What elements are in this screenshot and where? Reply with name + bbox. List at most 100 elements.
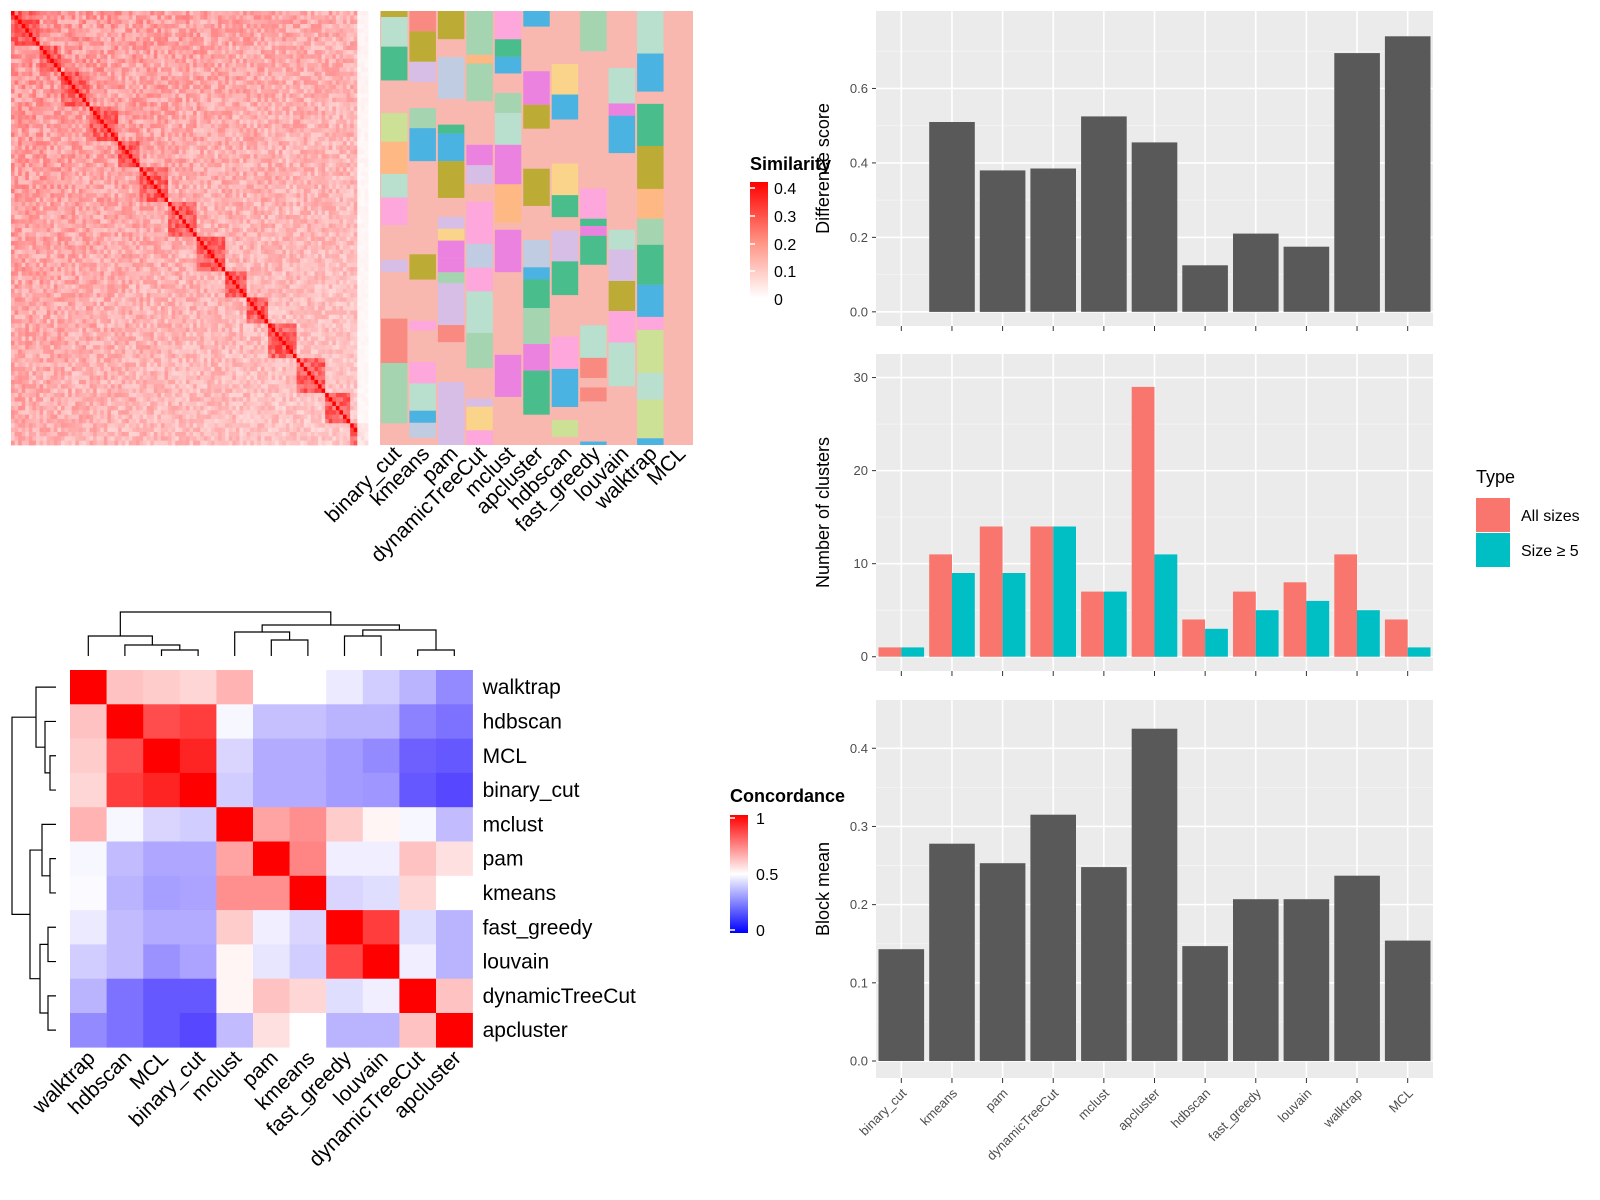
similarity-cell bbox=[153, 71, 158, 77]
similarity-cell bbox=[232, 28, 237, 34]
similarity-cell bbox=[139, 93, 144, 99]
similarity-cell bbox=[343, 123, 347, 129]
similarity-cell bbox=[253, 128, 258, 133]
similarity-cell bbox=[43, 149, 48, 155]
similarity-cell bbox=[303, 32, 308, 38]
similarity-cell bbox=[157, 180, 162, 185]
similarity-cell bbox=[78, 145, 83, 151]
similarity-cell bbox=[278, 193, 283, 199]
similarity-cell bbox=[328, 67, 333, 73]
similarity-cell bbox=[189, 41, 194, 47]
similarity-cell bbox=[343, 24, 347, 29]
similarity-cell bbox=[275, 206, 280, 212]
similarity-cell bbox=[250, 45, 255, 51]
similarity-cell bbox=[278, 162, 283, 168]
similarity-cell bbox=[182, 115, 187, 120]
similarity-cell bbox=[310, 89, 315, 94]
similarity-cell bbox=[128, 106, 133, 112]
similarity-cell bbox=[128, 201, 133, 207]
similarity-cell bbox=[39, 193, 44, 199]
similarity-cell bbox=[200, 184, 205, 190]
similarity-cell bbox=[103, 219, 108, 225]
similarity-cell bbox=[168, 206, 173, 212]
similarity-cell bbox=[168, 76, 173, 81]
similarity-cell bbox=[314, 15, 319, 21]
similarity-cell bbox=[210, 115, 215, 120]
similarity-cell bbox=[21, 167, 26, 172]
similarity-cell bbox=[153, 162, 158, 168]
similarity-cell bbox=[289, 214, 294, 220]
similarity-cell bbox=[271, 167, 276, 172]
similarity-cell bbox=[200, 115, 205, 120]
similarity-cell bbox=[125, 119, 130, 125]
similarity-cell bbox=[275, 119, 280, 125]
similarity-cell bbox=[110, 24, 115, 29]
similarity-cell bbox=[32, 11, 37, 16]
similarity-cell bbox=[285, 54, 290, 60]
similarity-cell bbox=[243, 197, 248, 203]
similarity-cell bbox=[168, 158, 173, 164]
similarity-cell bbox=[39, 71, 44, 77]
similarity-cell bbox=[353, 154, 358, 159]
similarity-cell bbox=[128, 123, 133, 129]
similarity-cell bbox=[93, 158, 98, 164]
similarity-cell bbox=[293, 11, 297, 16]
similarity-cell bbox=[257, 102, 262, 107]
similarity-cell bbox=[139, 180, 144, 185]
similarity-cell bbox=[353, 32, 358, 38]
similarity-cell bbox=[239, 141, 244, 146]
similarity-cell bbox=[278, 11, 283, 16]
similarity-cell bbox=[28, 41, 33, 47]
similarity-cell bbox=[235, 162, 240, 168]
similarity-cell bbox=[46, 71, 51, 77]
similarity-cell bbox=[289, 149, 294, 155]
similarity-cell bbox=[296, 80, 301, 86]
similarity-cell bbox=[178, 175, 183, 181]
similarity-cell bbox=[214, 24, 219, 29]
similarity-cell bbox=[96, 128, 101, 133]
similarity-cell bbox=[278, 123, 283, 129]
similarity-cell bbox=[214, 11, 219, 16]
similarity-cell bbox=[350, 154, 355, 159]
similarity-cell bbox=[300, 210, 305, 216]
similarity-cell bbox=[275, 19, 280, 25]
similarity-cell bbox=[39, 24, 44, 29]
similarity-cell bbox=[185, 197, 190, 203]
similarity-cell bbox=[321, 102, 326, 107]
similarity-cell bbox=[296, 123, 301, 129]
similarity-cell bbox=[178, 132, 183, 138]
similarity-cell bbox=[296, 210, 301, 216]
similarity-cell bbox=[268, 37, 273, 42]
similarity-cell bbox=[264, 141, 269, 146]
similarity-cell bbox=[103, 175, 108, 181]
similarity-cell bbox=[185, 193, 190, 199]
similarity-cell bbox=[11, 89, 15, 94]
similarity-cell bbox=[268, 19, 273, 25]
similarity-cell bbox=[357, 50, 362, 55]
similarity-cell bbox=[175, 123, 180, 129]
similarity-cell bbox=[82, 45, 87, 51]
similarity-cell bbox=[285, 206, 290, 212]
similarity-cell bbox=[235, 184, 240, 190]
similarity-cell bbox=[114, 197, 119, 203]
similarity-cell bbox=[21, 54, 26, 60]
similarity-cell bbox=[343, 32, 347, 38]
similarity-cell bbox=[64, 93, 69, 99]
similarity-cell bbox=[103, 210, 108, 216]
similarity-cell bbox=[153, 136, 158, 142]
similarity-cell bbox=[171, 141, 176, 146]
similarity-cell bbox=[150, 197, 155, 203]
similarity-cell bbox=[210, 71, 215, 77]
similarity-cell bbox=[46, 93, 51, 99]
similarity-cell bbox=[310, 50, 315, 55]
similarity-cell bbox=[46, 206, 51, 212]
similarity-cell bbox=[132, 154, 137, 159]
similarity-cell bbox=[328, 58, 333, 64]
similarity-cell bbox=[225, 97, 230, 103]
similarity-cell bbox=[225, 115, 230, 120]
similarity-cell bbox=[110, 141, 115, 146]
similarity-cell bbox=[75, 97, 80, 103]
similarity-cell bbox=[100, 19, 105, 25]
similarity-cell bbox=[303, 188, 308, 194]
similarity-cell bbox=[71, 76, 76, 81]
